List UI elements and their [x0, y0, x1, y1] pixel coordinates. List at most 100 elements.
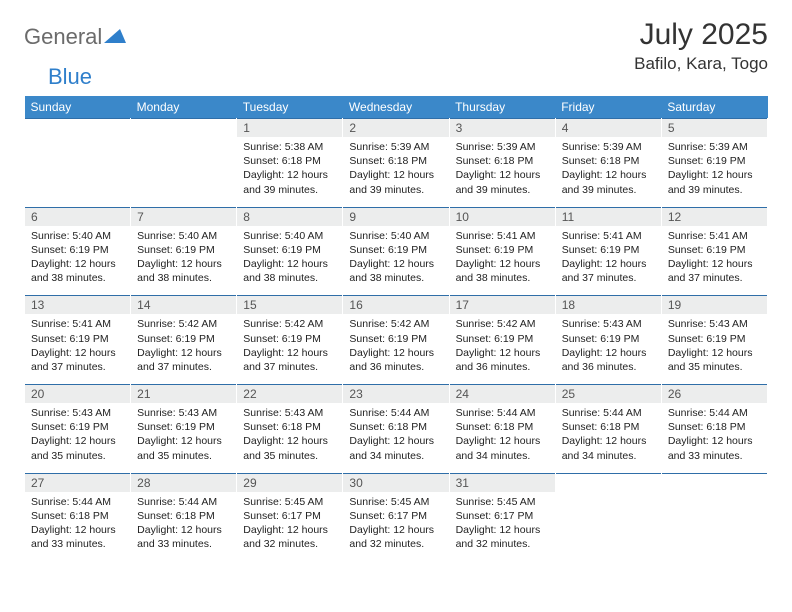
calendar-day-cell: 29Sunrise: 5:45 AMSunset: 6:17 PMDayligh…: [237, 473, 343, 561]
logo-text-2: Blue: [24, 64, 92, 89]
calendar-day-cell: 2Sunrise: 5:39 AMSunset: 6:18 PMDaylight…: [343, 119, 449, 208]
calendar-day-cell: 4Sunrise: 5:39 AMSunset: 6:18 PMDaylight…: [555, 119, 661, 208]
day-number: 14: [131, 296, 236, 314]
calendar-day-cell: 7Sunrise: 5:40 AMSunset: 6:19 PMDaylight…: [131, 207, 237, 296]
weekday-header: Thursday: [449, 96, 555, 119]
day-content: Sunrise: 5:41 AMSunset: 6:19 PMDaylight:…: [662, 226, 767, 296]
calendar-week-row: 13Sunrise: 5:41 AMSunset: 6:19 PMDayligh…: [25, 296, 768, 385]
calendar-day-cell: 8Sunrise: 5:40 AMSunset: 6:19 PMDaylight…: [237, 207, 343, 296]
day-number: 18: [556, 296, 661, 314]
calendar-day-cell: 18Sunrise: 5:43 AMSunset: 6:19 PMDayligh…: [555, 296, 661, 385]
calendar-day-cell: 12Sunrise: 5:41 AMSunset: 6:19 PMDayligh…: [661, 207, 767, 296]
day-content: Sunrise: 5:44 AMSunset: 6:18 PMDaylight:…: [131, 492, 236, 562]
day-content: Sunrise: 5:43 AMSunset: 6:19 PMDaylight:…: [131, 403, 236, 473]
day-number: 12: [662, 208, 767, 226]
day-content: Sunrise: 5:40 AMSunset: 6:19 PMDaylight:…: [25, 226, 130, 296]
day-content: Sunrise: 5:44 AMSunset: 6:18 PMDaylight:…: [343, 403, 448, 473]
day-content: Sunrise: 5:44 AMSunset: 6:18 PMDaylight:…: [662, 403, 767, 473]
calendar-day-cell: 14Sunrise: 5:42 AMSunset: 6:19 PMDayligh…: [131, 296, 237, 385]
day-content: Sunrise: 5:43 AMSunset: 6:19 PMDaylight:…: [662, 314, 767, 384]
month-title: July 2025: [634, 18, 768, 52]
calendar-day-cell: 21Sunrise: 5:43 AMSunset: 6:19 PMDayligh…: [131, 385, 237, 474]
day-number: 3: [450, 119, 555, 137]
day-number: 5: [662, 119, 767, 137]
day-number: 6: [25, 208, 130, 226]
logo-text-1: General: [24, 24, 102, 50]
day-number: 16: [343, 296, 448, 314]
calendar-table: Sunday Monday Tuesday Wednesday Thursday…: [24, 96, 768, 561]
day-number: 7: [131, 208, 236, 226]
weekday-header-row: Sunday Monday Tuesday Wednesday Thursday…: [25, 96, 768, 119]
day-content: Sunrise: 5:45 AMSunset: 6:17 PMDaylight:…: [450, 492, 555, 562]
day-number: 26: [662, 385, 767, 403]
day-number: 19: [662, 296, 767, 314]
calendar-day-cell: 22Sunrise: 5:43 AMSunset: 6:18 PMDayligh…: [237, 385, 343, 474]
location: Bafilo, Kara, Togo: [634, 54, 768, 74]
calendar-day-cell: 5Sunrise: 5:39 AMSunset: 6:19 PMDaylight…: [661, 119, 767, 208]
day-number: 23: [343, 385, 448, 403]
day-number: 15: [237, 296, 342, 314]
day-number: 22: [237, 385, 342, 403]
calendar-week-row: 1Sunrise: 5:38 AMSunset: 6:18 PMDaylight…: [25, 119, 768, 208]
day-number: 24: [450, 385, 555, 403]
day-number: 4: [556, 119, 661, 137]
day-number: 29: [237, 474, 342, 492]
day-number: 11: [556, 208, 661, 226]
day-content: Sunrise: 5:45 AMSunset: 6:17 PMDaylight:…: [343, 492, 448, 562]
day-content: Sunrise: 5:43 AMSunset: 6:19 PMDaylight:…: [556, 314, 661, 384]
day-number: 20: [25, 385, 130, 403]
day-content: Sunrise: 5:41 AMSunset: 6:19 PMDaylight:…: [450, 226, 555, 296]
logo: General: [24, 18, 126, 50]
calendar-day-cell: 30Sunrise: 5:45 AMSunset: 6:17 PMDayligh…: [343, 473, 449, 561]
day-number: 28: [131, 474, 236, 492]
calendar-day-cell: 10Sunrise: 5:41 AMSunset: 6:19 PMDayligh…: [449, 207, 555, 296]
day-number: 21: [131, 385, 236, 403]
calendar-day-cell: 9Sunrise: 5:40 AMSunset: 6:19 PMDaylight…: [343, 207, 449, 296]
weekday-header: Saturday: [661, 96, 767, 119]
calendar-day-cell: 23Sunrise: 5:44 AMSunset: 6:18 PMDayligh…: [343, 385, 449, 474]
weekday-header: Sunday: [25, 96, 131, 119]
day-content: Sunrise: 5:44 AMSunset: 6:18 PMDaylight:…: [450, 403, 555, 473]
calendar-day-cell: 13Sunrise: 5:41 AMSunset: 6:19 PMDayligh…: [25, 296, 131, 385]
day-content: Sunrise: 5:41 AMSunset: 6:19 PMDaylight:…: [556, 226, 661, 296]
day-content: Sunrise: 5:43 AMSunset: 6:18 PMDaylight:…: [237, 403, 342, 473]
day-content: Sunrise: 5:40 AMSunset: 6:19 PMDaylight:…: [237, 226, 342, 296]
weekday-header: Tuesday: [237, 96, 343, 119]
calendar-day-cell: 3Sunrise: 5:39 AMSunset: 6:18 PMDaylight…: [449, 119, 555, 208]
calendar-week-row: 20Sunrise: 5:43 AMSunset: 6:19 PMDayligh…: [25, 385, 768, 474]
day-number: 1: [237, 119, 342, 137]
day-content: Sunrise: 5:40 AMSunset: 6:19 PMDaylight:…: [343, 226, 448, 296]
calendar-week-row: 27Sunrise: 5:44 AMSunset: 6:18 PMDayligh…: [25, 473, 768, 561]
day-content: Sunrise: 5:39 AMSunset: 6:18 PMDaylight:…: [343, 137, 448, 207]
calendar-day-cell: 17Sunrise: 5:42 AMSunset: 6:19 PMDayligh…: [449, 296, 555, 385]
calendar-day-cell: [661, 473, 767, 561]
calendar-day-cell: 16Sunrise: 5:42 AMSunset: 6:19 PMDayligh…: [343, 296, 449, 385]
calendar-day-cell: 6Sunrise: 5:40 AMSunset: 6:19 PMDaylight…: [25, 207, 131, 296]
day-content: Sunrise: 5:42 AMSunset: 6:19 PMDaylight:…: [237, 314, 342, 384]
day-number: 10: [450, 208, 555, 226]
day-content: Sunrise: 5:44 AMSunset: 6:18 PMDaylight:…: [556, 403, 661, 473]
day-number: 2: [343, 119, 448, 137]
calendar-day-cell: 24Sunrise: 5:44 AMSunset: 6:18 PMDayligh…: [449, 385, 555, 474]
day-content: Sunrise: 5:44 AMSunset: 6:18 PMDaylight:…: [25, 492, 130, 562]
calendar-day-cell: 27Sunrise: 5:44 AMSunset: 6:18 PMDayligh…: [25, 473, 131, 561]
day-content: Sunrise: 5:39 AMSunset: 6:19 PMDaylight:…: [662, 137, 767, 207]
title-block: July 2025 Bafilo, Kara, Togo: [634, 18, 768, 74]
logo-triangle-icon: [104, 27, 126, 48]
day-content: Sunrise: 5:42 AMSunset: 6:19 PMDaylight:…: [343, 314, 448, 384]
day-content: Sunrise: 5:42 AMSunset: 6:19 PMDaylight:…: [131, 314, 236, 384]
day-content: Sunrise: 5:45 AMSunset: 6:17 PMDaylight:…: [237, 492, 342, 562]
day-number: 9: [343, 208, 448, 226]
calendar-day-cell: 19Sunrise: 5:43 AMSunset: 6:19 PMDayligh…: [661, 296, 767, 385]
day-content: Sunrise: 5:39 AMSunset: 6:18 PMDaylight:…: [556, 137, 661, 207]
day-content: Sunrise: 5:38 AMSunset: 6:18 PMDaylight:…: [237, 137, 342, 207]
day-content: Sunrise: 5:43 AMSunset: 6:19 PMDaylight:…: [25, 403, 130, 473]
day-number: 31: [450, 474, 555, 492]
calendar-day-cell: 25Sunrise: 5:44 AMSunset: 6:18 PMDayligh…: [555, 385, 661, 474]
calendar-day-cell: 11Sunrise: 5:41 AMSunset: 6:19 PMDayligh…: [555, 207, 661, 296]
calendar-day-cell: 26Sunrise: 5:44 AMSunset: 6:18 PMDayligh…: [661, 385, 767, 474]
calendar-day-cell: 28Sunrise: 5:44 AMSunset: 6:18 PMDayligh…: [131, 473, 237, 561]
day-content: Sunrise: 5:42 AMSunset: 6:19 PMDaylight:…: [450, 314, 555, 384]
day-number: 25: [556, 385, 661, 403]
weekday-header: Wednesday: [343, 96, 449, 119]
